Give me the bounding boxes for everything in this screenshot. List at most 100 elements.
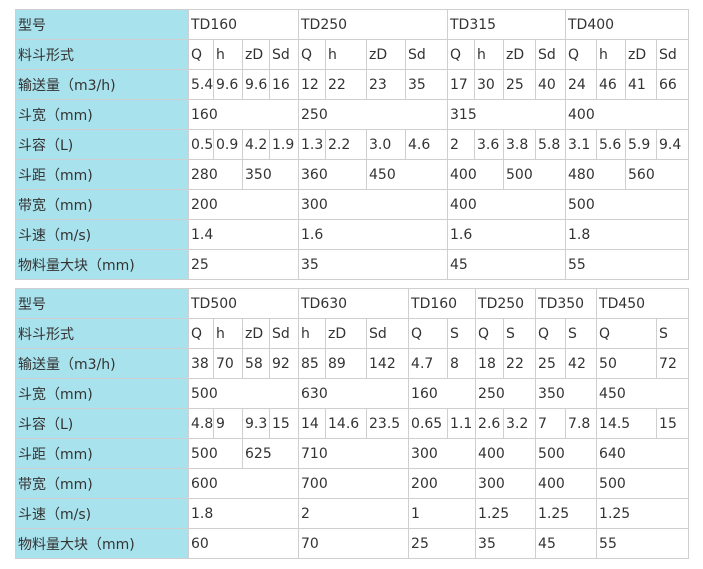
row-label: 斗速（m/s) bbox=[15, 498, 189, 529]
table-cell: 50 bbox=[596, 348, 658, 379]
table-cell: 700 bbox=[297, 468, 410, 499]
row-label: 斗宽（mm) bbox=[15, 99, 189, 130]
table-cell: 4.2 bbox=[242, 129, 270, 160]
table-cell: Q bbox=[447, 39, 475, 70]
table-cell: 89 bbox=[325, 348, 367, 379]
table-cell: 2 bbox=[447, 129, 475, 160]
table-cell: 15 bbox=[269, 408, 299, 439]
table-cell: 2 bbox=[297, 498, 410, 529]
table-cell: Q bbox=[565, 39, 597, 70]
table-row: 输送量（m3/h) 5.4 9.6 9.6 16 12 22 23 35 17 30 25 40 24 46… bbox=[15, 69, 689, 100]
table-cell: 9.3 bbox=[242, 408, 270, 439]
row-label: 型号 bbox=[15, 9, 189, 40]
table-cell: 2.2 bbox=[325, 129, 367, 160]
row-label: 料斗形式 bbox=[15, 39, 189, 70]
table-cell: S bbox=[503, 318, 537, 349]
table-cell: 9.6 bbox=[213, 69, 243, 100]
table-cell: 1 bbox=[408, 498, 477, 529]
table-cell: 2.6 bbox=[475, 408, 505, 439]
table-cell: S bbox=[565, 318, 598, 349]
table-row: 型号 TD500 TD630 TD160 TD250 TD350 TD450 bbox=[15, 288, 690, 319]
table-cell: 400 bbox=[447, 189, 566, 220]
row-label: 带宽（mm) bbox=[15, 468, 189, 499]
table-cell: h bbox=[596, 39, 626, 70]
table-cell: 9 bbox=[213, 408, 243, 439]
table-cell: 0.5 bbox=[188, 129, 214, 160]
table-cell: 4.7 bbox=[408, 348, 449, 379]
table-cell: 45 bbox=[535, 528, 598, 559]
row-label: 型号 bbox=[15, 288, 189, 319]
table-cell: 1.4 bbox=[188, 219, 299, 250]
table-cell: zD bbox=[242, 318, 270, 349]
table-cell: TD630 bbox=[297, 288, 410, 319]
table-cell: 360 bbox=[298, 159, 367, 190]
table-cell: TD250 bbox=[298, 9, 448, 40]
table-cell: Q bbox=[188, 39, 214, 70]
table-cell: Sd bbox=[365, 318, 410, 349]
table-cell: 25 bbox=[535, 348, 567, 379]
row-label: 带宽（mm) bbox=[15, 189, 189, 220]
table-cell: 160 bbox=[408, 378, 477, 409]
table-cell: 450 bbox=[366, 159, 448, 190]
table-row: 斗容（L) 0.5 0.9 4.2 1.9 1.3 2.2 3.0 4.6 2 3.6 3.8 5.8 3… bbox=[15, 129, 689, 160]
table-cell: 30 bbox=[474, 69, 504, 100]
table-cell: S bbox=[447, 318, 477, 349]
table-cell: zD bbox=[625, 39, 657, 70]
table-cell: h bbox=[298, 318, 326, 349]
table-cell: 1.25 bbox=[475, 498, 537, 529]
table-cell: 250 bbox=[298, 99, 448, 130]
table-row: 输送量（m3/h) 38 70 58 92 85 89 142 4.7 8 18 22 25 42 50 72 bbox=[15, 348, 690, 379]
table-cell: 0.9 bbox=[213, 129, 243, 160]
table-cell: 142 bbox=[365, 348, 410, 379]
table-cell: 38 bbox=[188, 348, 214, 379]
table-cell: 45 bbox=[447, 249, 566, 280]
table-cell: 24 bbox=[565, 69, 597, 100]
table-cell: h bbox=[213, 318, 243, 349]
table-cell: Q bbox=[475, 318, 505, 349]
table-cell: 25 bbox=[503, 69, 536, 100]
table-cell: 35 bbox=[405, 69, 448, 100]
table-cell: TD500 bbox=[188, 288, 299, 319]
table-cell: h bbox=[474, 39, 504, 70]
table-cell: 500 bbox=[535, 438, 598, 469]
row-label: 斗宽（mm) bbox=[15, 378, 189, 409]
table-cell: 1.6 bbox=[298, 219, 448, 250]
table-row: 带宽（mm) 600 700 200 300 400 500 bbox=[15, 468, 690, 499]
table-cell: 1.8 bbox=[565, 219, 689, 250]
table-cell: Sd bbox=[656, 39, 689, 70]
table-cell: 350 bbox=[535, 378, 598, 409]
table-cell: h bbox=[325, 39, 367, 70]
row-label: 斗容（L) bbox=[15, 408, 189, 439]
table-cell: 640 bbox=[596, 438, 690, 469]
table-cell: 300 bbox=[408, 438, 477, 469]
table-cell: 41 bbox=[625, 69, 657, 100]
table-cell: 3.8 bbox=[503, 129, 536, 160]
table-cell: 600 bbox=[188, 468, 299, 499]
row-label: 输送量（m3/h) bbox=[15, 348, 189, 379]
table-cell: 9.4 bbox=[656, 129, 689, 160]
table-cell: 160 bbox=[188, 99, 299, 130]
table-cell: 625 bbox=[242, 438, 299, 469]
table-cell: Q bbox=[408, 318, 449, 349]
table-cell: TD315 bbox=[447, 9, 566, 40]
table-cell: 72 bbox=[656, 348, 690, 379]
table-cell: 22 bbox=[503, 348, 537, 379]
table-cell: 14 bbox=[298, 408, 326, 439]
table-cell: 35 bbox=[298, 249, 448, 280]
table-cell: zD bbox=[503, 39, 536, 70]
table-cell: 17 bbox=[447, 69, 475, 100]
table-cell: 35 bbox=[475, 528, 537, 559]
table-cell: 250 bbox=[475, 378, 537, 409]
table-row: 斗容（L) 4.8 9 9.3 15 14 14.6 23.5 0.65 1.1 2.6 3.2 7 7.… bbox=[15, 408, 690, 439]
table-cell: zD bbox=[325, 318, 367, 349]
table-cell: 23.5 bbox=[365, 408, 410, 439]
table-cell: 400 bbox=[447, 159, 504, 190]
table-cell: 1.6 bbox=[447, 219, 566, 250]
table-cell: 8 bbox=[447, 348, 477, 379]
table-cell: 60 bbox=[188, 528, 299, 559]
table-cell: 92 bbox=[269, 348, 299, 379]
row-label: 料斗形式 bbox=[15, 318, 189, 349]
table-cell: 7.8 bbox=[565, 408, 598, 439]
